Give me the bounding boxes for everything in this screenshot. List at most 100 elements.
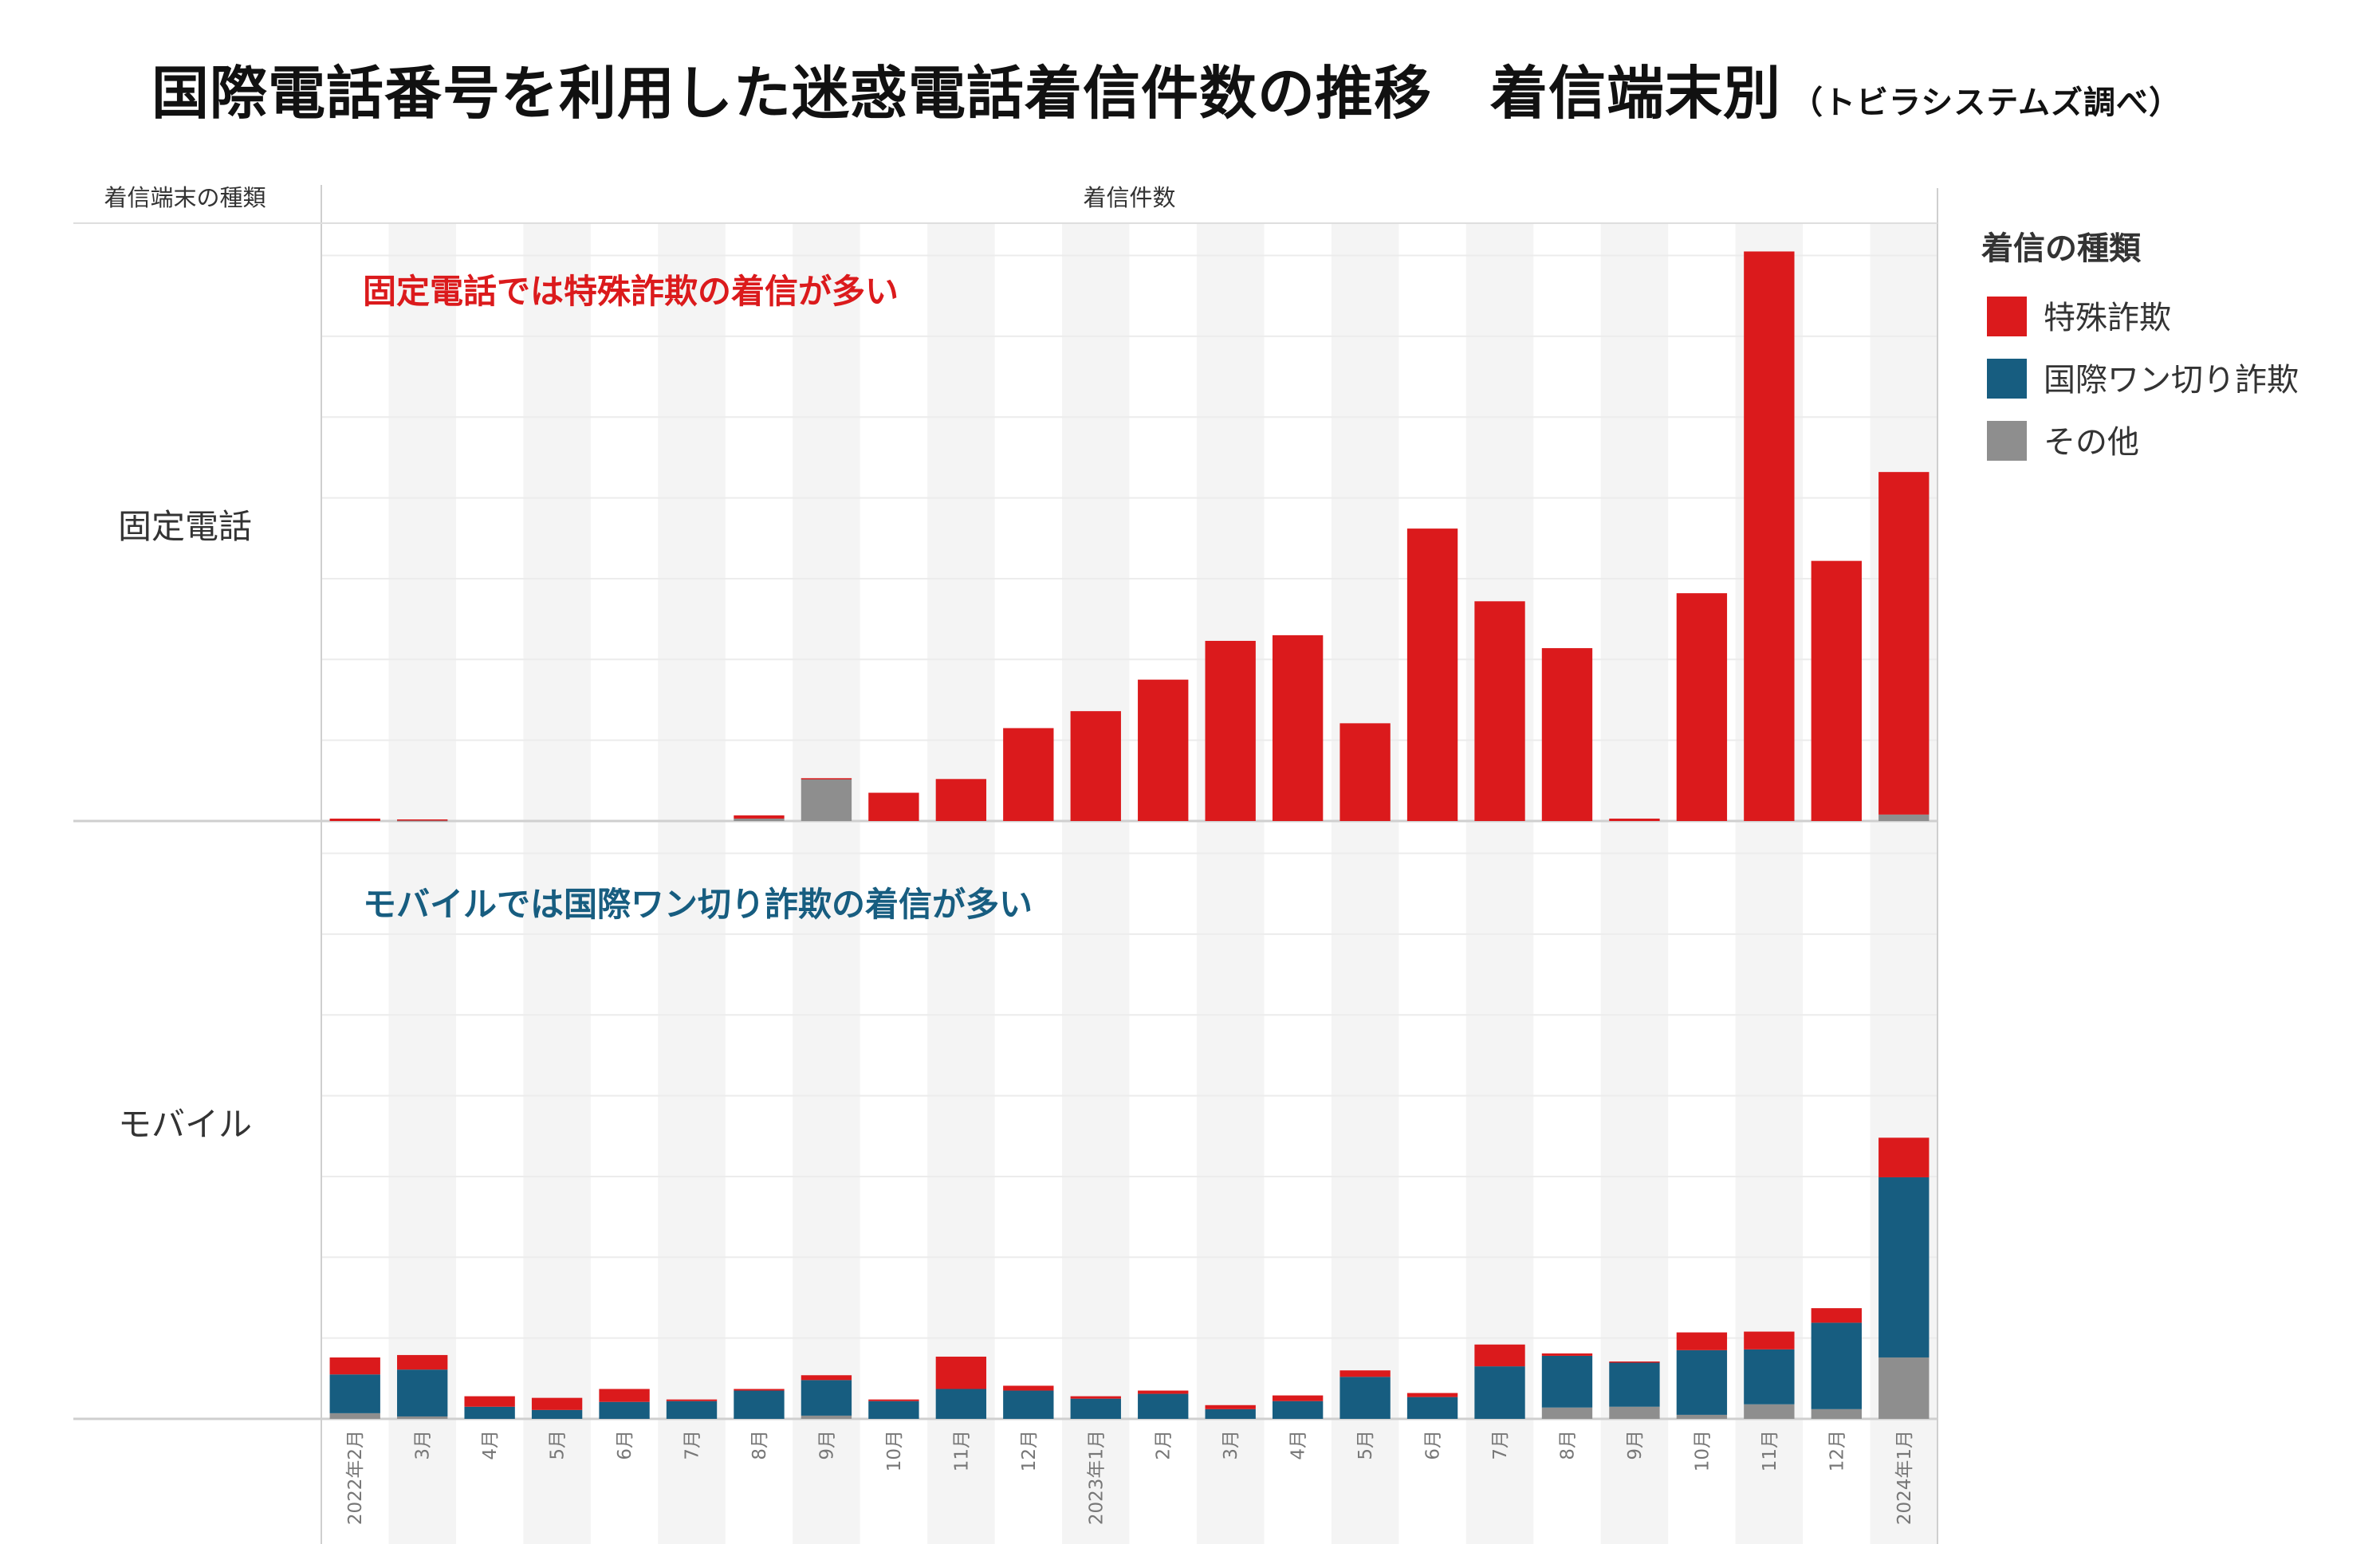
- bar-mobile-other: [1609, 1406, 1660, 1419]
- chart-title: 国際電話番号を利用した迷惑電話着信件数の推移 着信端末別 （トビラシステムズ調べ）: [151, 46, 2181, 130]
- legend-label: その他: [2044, 424, 2139, 461]
- bar-landline-special-fraud: [1406, 528, 1458, 821]
- bar-landline-special-fraud: [1003, 728, 1054, 821]
- x-tick-label: 9月: [816, 1430, 837, 1460]
- bar-landline-other: [734, 818, 785, 821]
- bar-mobile-special-fraud: [1272, 1395, 1324, 1401]
- column-band: [523, 223, 591, 1544]
- bar-mobile-special-fraud: [1609, 1361, 1660, 1363]
- bar-mobile-special-fraud: [1878, 1137, 1930, 1177]
- row-label: モバイル: [118, 1105, 252, 1144]
- bar-landline-special-fraud: [801, 778, 852, 780]
- bar-mobile-oneshot-scam: [1205, 1408, 1256, 1419]
- bar-mobile-oneshot-scam: [1339, 1377, 1391, 1419]
- column-bands: [388, 223, 1937, 1544]
- column-band: [1465, 223, 1534, 1544]
- bar-mobile-special-fraud: [1541, 1353, 1593, 1356]
- bar-mobile-special-fraud: [935, 1356, 987, 1389]
- bar-mobile-special-fraud: [801, 1375, 852, 1381]
- bar-mobile-oneshot-scam: [1811, 1322, 1862, 1409]
- panel-annotation: 固定電話では特殊詐欺の着信が多い: [363, 272, 899, 311]
- bar-mobile-oneshot-scam: [734, 1390, 785, 1419]
- bar-mobile-special-fraud: [464, 1396, 515, 1407]
- bar-mobile-special-fraud: [1744, 1331, 1795, 1350]
- row-label: 固定電話: [118, 507, 252, 546]
- column-band: [1196, 223, 1265, 1544]
- bar-mobile-oneshot-scam: [599, 1401, 650, 1419]
- x-tick-label: 7月: [683, 1430, 703, 1460]
- bar-mobile-special-fraud: [599, 1389, 650, 1402]
- bar-mobile-special-fraud: [1474, 1344, 1525, 1367]
- bar-landline-special-fraud: [1138, 679, 1189, 821]
- bar-landline-special-fraud: [1339, 723, 1391, 821]
- bar-mobile-oneshot-scam: [666, 1401, 718, 1419]
- bar-mobile-oneshot-scam: [1676, 1350, 1728, 1415]
- bar-mobile-other: [1541, 1407, 1593, 1419]
- column-header-label: 着信件数: [1083, 184, 1175, 211]
- bar-landline-special-fraud: [1878, 472, 1930, 815]
- bar-mobile-special-fraud: [1811, 1308, 1862, 1323]
- x-tick-label: 2月: [1154, 1430, 1174, 1460]
- bar-landline-other: [1878, 814, 1930, 821]
- x-tick-label: 6月: [615, 1430, 635, 1460]
- chart-title-text: 国際電話番号を利用した迷惑電話着信件数の推移 着信端末別: [151, 60, 1782, 127]
- x-tick-label: 10月: [1692, 1430, 1713, 1471]
- legend-swatch: [1987, 421, 2027, 461]
- bar-landline-other: [397, 819, 448, 822]
- bar-mobile-oneshot-scam: [464, 1406, 515, 1419]
- bar-mobile-oneshot-scam: [1474, 1366, 1525, 1419]
- bar-landline-special-fraud: [935, 779, 987, 821]
- bar-mobile-oneshot-scam: [329, 1374, 380, 1413]
- bar-landline-special-fraud: [1070, 711, 1121, 821]
- x-tick-label: 2023年1月: [1086, 1430, 1107, 1525]
- legend-swatch: [1987, 297, 2027, 336]
- bar-mobile-oneshot-scam: [1138, 1393, 1189, 1419]
- bar-landline-special-fraud: [397, 819, 448, 821]
- gridlines: [321, 254, 1937, 1339]
- bar-mobile-special-fraud: [1003, 1385, 1054, 1391]
- bar-mobile-special-fraud: [868, 1399, 919, 1401]
- x-tick-label: 7月: [1490, 1430, 1511, 1460]
- bar-mobile-oneshot-scam: [1609, 1362, 1660, 1407]
- bar-mobile-other: [1676, 1414, 1728, 1419]
- bar-landline-special-fraud: [1676, 593, 1728, 821]
- x-tick-label: 4月: [480, 1430, 501, 1460]
- x-tick-label: 2022年2月: [345, 1430, 366, 1525]
- bar-landline-special-fraud: [1609, 818, 1660, 821]
- bar-mobile-special-fraud: [397, 1354, 448, 1370]
- x-tick-label: 6月: [1423, 1430, 1444, 1460]
- bar-landline-special-fraud: [1272, 634, 1324, 821]
- bar-mobile-other: [1878, 1357, 1930, 1419]
- bar-mobile-other: [801, 1415, 852, 1419]
- bar-mobile-oneshot-scam: [1003, 1390, 1054, 1419]
- bar-mobile-oneshot-scam: [1272, 1401, 1324, 1419]
- bar-mobile-other: [1811, 1408, 1862, 1419]
- bar-mobile-special-fraud: [666, 1399, 718, 1401]
- bar-landline-special-fraud: [868, 792, 919, 821]
- x-tick-label: 5月: [1355, 1430, 1376, 1460]
- chart-subtitle: （トビラシステムズ調べ）: [1791, 84, 2182, 121]
- bars: [329, 251, 1930, 1419]
- bar-mobile-special-fraud: [734, 1389, 785, 1391]
- bar-landline-special-fraud: [734, 815, 785, 819]
- column-band: [388, 223, 456, 1544]
- bar-mobile-oneshot-scam: [1406, 1397, 1458, 1419]
- x-tick-label: 11月: [951, 1430, 972, 1471]
- x-tick-label: 2024年1月: [1894, 1430, 1915, 1525]
- column-band: [658, 223, 726, 1544]
- column-band: [1331, 223, 1399, 1544]
- bar-mobile-oneshot-scam: [1878, 1177, 1930, 1357]
- bar-landline-special-fraud: [1811, 560, 1862, 821]
- x-tick-label: 8月: [1557, 1430, 1578, 1460]
- bar-mobile-oneshot-scam: [801, 1380, 852, 1416]
- bar-mobile-other: [397, 1416, 448, 1419]
- x-tick-label: 3月: [413, 1430, 434, 1460]
- column-band: [1062, 223, 1130, 1544]
- bar-mobile-special-fraud: [329, 1357, 380, 1375]
- column-band: [793, 223, 860, 1544]
- bar-mobile-oneshot-scam: [1541, 1355, 1593, 1408]
- bar-mobile-oneshot-scam: [868, 1401, 919, 1419]
- bar-mobile-other: [329, 1412, 380, 1419]
